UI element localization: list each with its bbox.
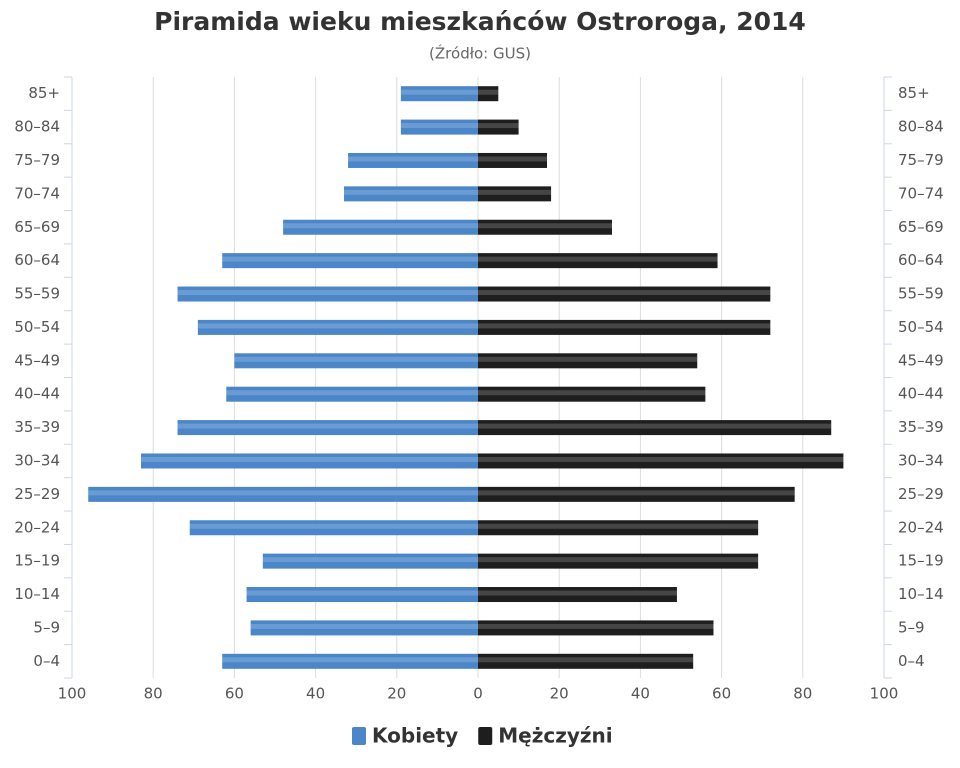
x-tick-label: 60 <box>712 685 731 703</box>
y-tick-label: 45–49 <box>898 351 944 369</box>
y-tick-label: 60–64 <box>898 251 944 269</box>
y-tick-label: 80–84 <box>14 118 60 136</box>
y-tick-label: 80–84 <box>898 118 944 136</box>
bar <box>478 286 771 302</box>
bar <box>246 587 478 603</box>
bar <box>177 286 478 302</box>
legend-swatch <box>478 727 493 745</box>
y-tick-label: 30–34 <box>898 451 944 469</box>
chart-title: Piramida wieku mieszkańców Ostroroga, 20… <box>154 7 806 36</box>
y-tick-label: 20–24 <box>898 518 944 536</box>
y-tick-label: 40–44 <box>898 385 944 403</box>
bar <box>478 353 698 369</box>
y-tick-label: 40–44 <box>14 385 60 403</box>
y-tick-label: 70–74 <box>14 184 60 202</box>
y-tick-label: 50–54 <box>898 318 944 336</box>
bar <box>478 653 694 669</box>
y-tick-label: 55–59 <box>898 285 944 303</box>
bar <box>250 620 478 636</box>
bar <box>88 486 479 502</box>
x-tick-label: 100 <box>870 685 899 703</box>
x-tick-label: 100 <box>58 685 87 703</box>
y-tick-label: 70–74 <box>898 184 944 202</box>
bar <box>478 453 844 469</box>
y-tick-label: 0–4 <box>898 652 925 670</box>
bar <box>348 152 478 168</box>
x-tick-label: 20 <box>550 685 569 703</box>
y-tick-label: 35–39 <box>14 418 60 436</box>
bar <box>478 319 771 335</box>
bar <box>478 420 832 436</box>
y-tick-label: 85+ <box>898 84 930 102</box>
bar <box>262 553 478 569</box>
bar <box>222 253 478 269</box>
y-tick-label: 65–69 <box>898 218 944 236</box>
y-tick-label: 75–79 <box>898 151 944 169</box>
y-tick-label: 35–39 <box>898 418 944 436</box>
legend-label: Kobiety <box>372 724 458 748</box>
chart-subtitle: (Źródło: GUS) <box>429 44 531 63</box>
bar <box>400 119 478 135</box>
y-tick-label: 0–4 <box>33 652 60 670</box>
bar <box>478 119 519 135</box>
y-tick-label: 25–29 <box>898 485 944 503</box>
legend-label: Mężczyźni <box>498 724 612 748</box>
y-tick-label: 60–64 <box>14 251 60 269</box>
bar <box>344 186 478 202</box>
y-tick-label: 65–69 <box>14 218 60 236</box>
y-tick-label: 55–59 <box>14 285 60 303</box>
legend-swatch <box>352 727 366 745</box>
bar <box>478 152 548 168</box>
y-tick-label: 45–49 <box>14 351 60 369</box>
bar <box>478 553 759 569</box>
bar <box>400 86 478 102</box>
bar <box>226 386 478 402</box>
y-tick-label: 10–14 <box>14 585 60 603</box>
y-tick-label: 25–29 <box>14 485 60 503</box>
x-tick-label: 60 <box>225 685 244 703</box>
y-tick-label: 15–19 <box>898 552 944 570</box>
bar <box>478 253 718 269</box>
y-tick-label: 30–34 <box>14 451 60 469</box>
y-tick-label: 85+ <box>28 84 60 102</box>
bar <box>478 520 759 536</box>
bar <box>478 486 795 502</box>
bar <box>478 219 612 235</box>
x-tick-label: 40 <box>631 685 650 703</box>
y-tick-label: 5–9 <box>33 618 60 636</box>
x-tick-label: 20 <box>387 685 406 703</box>
bar <box>283 219 478 235</box>
x-tick-label: 80 <box>793 685 812 703</box>
bar <box>222 653 478 669</box>
bar <box>189 520 479 536</box>
y-tick-label: 10–14 <box>898 585 944 603</box>
bar <box>177 420 478 436</box>
bar <box>478 386 706 402</box>
bar <box>141 453 478 469</box>
y-tick-label: 50–54 <box>14 318 60 336</box>
y-tick-label: 15–19 <box>14 552 60 570</box>
bar <box>478 587 677 603</box>
x-tick-label: 0 <box>473 685 483 703</box>
bar <box>234 353 478 369</box>
y-tick-label: 5–9 <box>898 618 925 636</box>
bar <box>478 86 499 102</box>
bar <box>197 319 479 335</box>
y-tick-label: 20–24 <box>14 518 60 536</box>
x-tick-label: 40 <box>306 685 325 703</box>
x-tick-label: 80 <box>144 685 163 703</box>
bar <box>478 620 714 636</box>
bar <box>478 186 552 202</box>
y-tick-label: 75–79 <box>14 151 60 169</box>
